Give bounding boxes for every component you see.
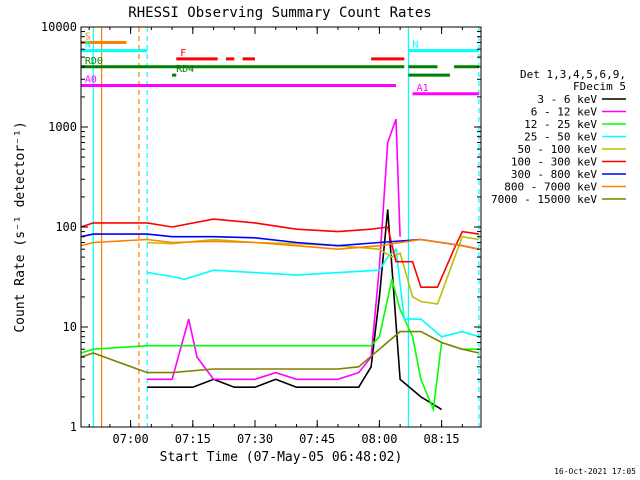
chart-title: RHESSI Observing Summary Count Rates [128, 5, 431, 21]
flag-label: RD0 [85, 56, 103, 67]
legend-title: FDecim 5 [573, 80, 626, 93]
y-tick-label: 1000 [48, 120, 77, 134]
y-tick-label: 10 [63, 320, 77, 334]
legend-label: 7000 - 15000 keV [491, 193, 597, 206]
x-tick-label: 07:30 [237, 432, 273, 446]
x-tick-label: 07:45 [299, 432, 335, 446]
legend-label: 12 - 25 keV [524, 118, 597, 131]
legend-label: 3 - 6 keV [537, 93, 597, 106]
flag-label: A1 [417, 83, 429, 94]
x-tick-label: 08:15 [424, 432, 460, 446]
x-tick-label: 08:00 [361, 432, 397, 446]
y-tick-label: 10000 [41, 20, 77, 34]
series-line [147, 118, 401, 381]
series-line [80, 330, 480, 374]
y-axis: 1 10 100 1000 10000 [41, 20, 481, 434]
flag-label: S [85, 31, 91, 42]
series-line [147, 235, 480, 305]
flag-label: A0 [85, 75, 97, 86]
legend-title: Det 1,3,4,5,6,9, [520, 68, 626, 81]
legend-label: 25 - 50 keV [524, 131, 597, 144]
legend-label: 50 - 100 keV [518, 143, 598, 156]
series-line [147, 247, 480, 338]
x-axis-label: Start Time (07-May-05 06:48:02) [160, 450, 403, 465]
y-axis-label: Count Rate (s⁻¹ detector⁻¹) [13, 121, 28, 332]
x-tick-label: 07:00 [113, 432, 149, 446]
x-axis: 07:00 07:15 07:30 07:45 08:00 08:15 [88, 27, 463, 446]
x-tick-label: 07:15 [175, 432, 211, 446]
series-line [80, 218, 480, 288]
series-lines [80, 118, 480, 413]
flag-label: N [412, 40, 418, 51]
y-tick-label: 100 [55, 220, 77, 234]
flag-label: F [180, 48, 186, 59]
flag-label: N [85, 40, 91, 51]
series-line [80, 238, 480, 251]
series-line [147, 209, 443, 411]
legend-label: 300 - 800 keV [511, 168, 597, 181]
flag-label: RD4 [176, 64, 194, 75]
series-line [80, 279, 479, 413]
legend-label: 6 - 12 keV [531, 106, 598, 119]
y-tick-label: 1 [70, 420, 77, 434]
timestamp: 16-Oct-2021 17:05 [554, 467, 636, 476]
legend-label: 800 - 7000 keV [504, 181, 597, 194]
legend-label: 100 - 300 keV [511, 156, 597, 169]
